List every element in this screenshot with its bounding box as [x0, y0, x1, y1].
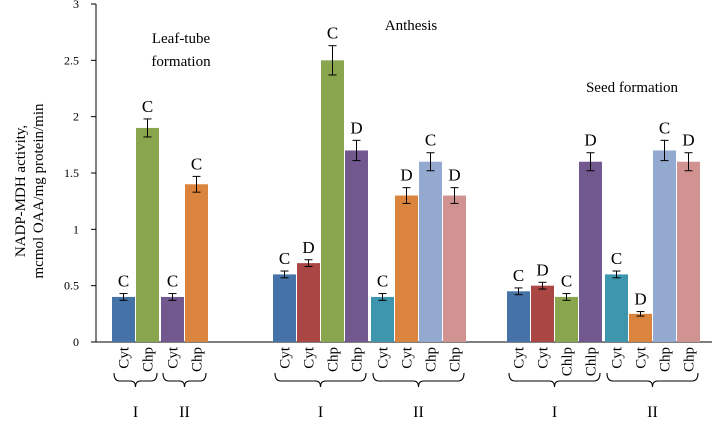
- significance-letter: D: [634, 290, 646, 309]
- significance-letter: C: [425, 131, 436, 150]
- significance-letter: D: [682, 131, 694, 150]
- significance-letter: C: [611, 249, 622, 268]
- y-axis-label-line1: NADP-MDH activity,: [13, 125, 29, 257]
- significance-letter: D: [536, 260, 548, 279]
- y-tick-label: 2: [73, 110, 79, 124]
- y-tick-label: 3: [73, 0, 79, 11]
- group-brace: [274, 372, 367, 388]
- bar: [345, 150, 368, 342]
- bar: [629, 313, 652, 342]
- panel-label: Leaf-tube: [152, 31, 211, 47]
- bar: [579, 161, 602, 342]
- y-axis-label-line2: mcmol OAA/mg protein/min: [31, 103, 47, 278]
- bar: [161, 296, 184, 342]
- x-category-label: Cyt: [302, 346, 318, 369]
- group-label: II: [413, 404, 424, 421]
- bar: [371, 296, 394, 342]
- bar: [507, 291, 530, 342]
- group-brace: [606, 372, 699, 388]
- x-category-label: Chp: [350, 347, 366, 372]
- y-tick-label: 0: [73, 335, 79, 349]
- significance-letter: D: [302, 238, 314, 257]
- x-category-label: Chlp: [584, 347, 600, 376]
- bar: [136, 127, 159, 342]
- bar: [321, 60, 344, 342]
- y-tick-label: 1: [73, 222, 79, 236]
- significance-letter: C: [191, 154, 202, 173]
- y-axis: 0 0.5 1 1.5 2 2.5 3: [64, 0, 97, 349]
- bar: [605, 274, 628, 342]
- x-category-label: Cyt: [512, 346, 528, 369]
- significance-letter: C: [659, 118, 670, 137]
- x-category-label: Cyt: [117, 346, 133, 369]
- panel-label: Anthesis: [385, 18, 438, 34]
- x-category-label: Chp: [682, 347, 698, 372]
- bar: [419, 161, 442, 342]
- x-category-label: Cyt: [166, 346, 182, 369]
- x-category-label: Cyt: [634, 346, 650, 369]
- bar: [112, 296, 135, 342]
- group-brace: [508, 372, 601, 388]
- x-category-label: Chp: [448, 347, 464, 372]
- bar: [531, 285, 554, 342]
- bar: [273, 274, 296, 342]
- y-tick-label: 2.5: [64, 53, 79, 67]
- bar: [555, 296, 578, 342]
- bars: [112, 45, 700, 342]
- significance-letter: D: [400, 166, 412, 185]
- bar: [395, 195, 418, 342]
- bar: [677, 161, 700, 342]
- x-category-label: Cyt: [536, 346, 552, 369]
- group-brace: [372, 372, 465, 388]
- panel-label: Seed formation: [586, 80, 679, 96]
- group-label: II: [179, 404, 190, 421]
- panel-label: formation: [151, 54, 211, 70]
- bar: [185, 184, 208, 342]
- group-label: I: [318, 404, 323, 421]
- x-category-label: Cyt: [278, 346, 294, 369]
- x-category-label: Cyt: [376, 346, 392, 369]
- x-category-label: Chp: [190, 347, 206, 372]
- group-label: I: [133, 404, 138, 421]
- x-category-label: Chp: [658, 347, 674, 372]
- group-brace: [113, 372, 158, 388]
- x-category-label: Chp: [326, 347, 342, 372]
- x-category-label: Cyt: [400, 346, 416, 369]
- significance-letter: C: [279, 249, 290, 268]
- significance-letter: D: [584, 131, 596, 150]
- significance-letter: C: [167, 272, 178, 291]
- annotations: Leaf-tubeformationCCytCChpICCytCChpIIAnt…: [117, 18, 698, 421]
- x-category-label: Chp: [141, 347, 157, 372]
- significance-letter: D: [448, 166, 460, 185]
- significance-letter: C: [377, 272, 388, 291]
- x-category-label: Chlp: [560, 347, 576, 376]
- bar: [653, 150, 676, 342]
- group-label: I: [552, 404, 557, 421]
- significance-letter: D: [350, 118, 362, 137]
- y-tick-label: 1.5: [64, 166, 79, 180]
- significance-letter: C: [513, 266, 524, 285]
- group-brace: [162, 372, 207, 388]
- y-tick-label: 0.5: [64, 279, 79, 293]
- x-category-label: Chp: [424, 347, 440, 372]
- group-label: II: [647, 404, 658, 421]
- significance-letter: C: [561, 272, 572, 291]
- significance-letter: C: [118, 272, 129, 291]
- x-category-label: Cyt: [610, 346, 626, 369]
- significance-letter: C: [327, 24, 338, 43]
- significance-letter: C: [142, 97, 153, 116]
- bar: [297, 263, 320, 342]
- bar: [443, 195, 466, 342]
